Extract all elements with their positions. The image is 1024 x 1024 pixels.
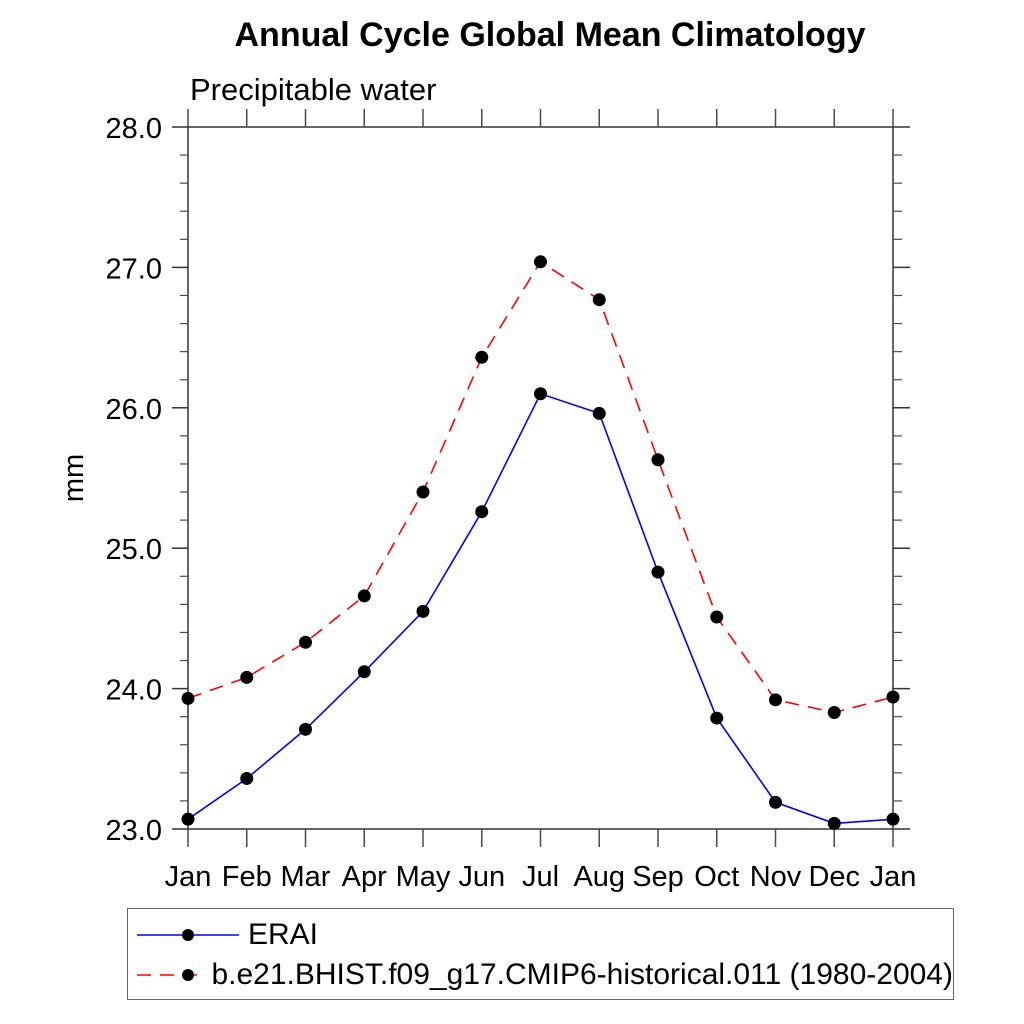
- data-point-0: [181, 812, 195, 826]
- x-tick-label: Jan: [870, 861, 917, 893]
- data-point-1: [475, 350, 489, 364]
- legend-item-model: b.e21.BHIST.f09_g17.CMIP6-historical.011…: [128, 955, 953, 995]
- data-point-1: [710, 610, 724, 624]
- data-point-1: [592, 293, 606, 307]
- data-point-0: [475, 505, 489, 519]
- data-point-0: [240, 771, 254, 785]
- legend-label-model: b.e21.BHIST.f09_g17.CMIP6-historical.011…: [211, 958, 953, 991]
- data-point-1: [886, 690, 900, 704]
- legend-sample-marker-0: [182, 929, 194, 941]
- x-tick-label: Jul: [522, 861, 559, 893]
- data-point-1: [416, 485, 430, 499]
- legend-sample-marker-1: [182, 969, 194, 981]
- legend-line-sample-model: [137, 969, 207, 981]
- data-point-1: [299, 635, 312, 649]
- y-tick-label: 26.0: [106, 394, 162, 426]
- data-point-1: [651, 453, 665, 467]
- data-point-0: [769, 795, 782, 809]
- data-point-0: [710, 711, 724, 725]
- x-tick-label: Apr: [342, 861, 387, 893]
- data-point-0: [651, 565, 665, 579]
- series-line-0: [187, 392, 894, 825]
- legend-item-erai: ERAI: [128, 915, 953, 955]
- x-tick-label: Sep: [632, 861, 684, 893]
- legend-label-erai: ERAI: [248, 918, 319, 951]
- legend: ERAI b.e21.BHIST.f09_g17.CMIP6-historica…: [127, 908, 954, 1000]
- data-point-1: [240, 670, 254, 684]
- x-tick-label: May: [396, 861, 451, 893]
- data-point-1: [769, 693, 782, 707]
- y-tick-label: 23.0: [106, 815, 162, 847]
- data-point-0: [592, 406, 606, 420]
- data-point-0: [299, 722, 312, 736]
- data-point-0: [357, 665, 371, 679]
- plot-frame: [187, 126, 894, 830]
- y-tick-label: 25.0: [106, 534, 162, 566]
- data-point-1: [534, 255, 547, 269]
- data-point-1: [357, 589, 371, 603]
- data-point-1: [827, 705, 841, 719]
- data-point-0: [827, 816, 841, 830]
- y-tick-label: 28.0: [106, 113, 162, 145]
- data-point-0: [534, 387, 547, 401]
- x-tick-label: Nov: [750, 861, 802, 893]
- x-tick-label: Dec: [808, 861, 860, 893]
- x-tick-label: Jun: [458, 861, 505, 893]
- x-tick-label: Feb: [222, 861, 272, 893]
- data-point-0: [416, 604, 430, 618]
- chart-title: Annual Cycle Global Mean Climatology: [234, 16, 866, 54]
- series-line-1: [187, 260, 894, 714]
- chart-subtitle: Precipitable water: [190, 72, 437, 107]
- x-tick-label: Aug: [573, 861, 625, 893]
- data-point-1: [181, 691, 195, 705]
- x-tick-label: Mar: [281, 861, 331, 893]
- x-tick-label: Jan: [165, 861, 212, 893]
- y-tick-label: 27.0: [106, 253, 162, 285]
- data-point-0: [886, 812, 900, 826]
- legend-line-sample-erai: [137, 929, 239, 941]
- y-tick-label: 24.0: [106, 675, 162, 707]
- x-tick-label: Oct: [694, 861, 739, 893]
